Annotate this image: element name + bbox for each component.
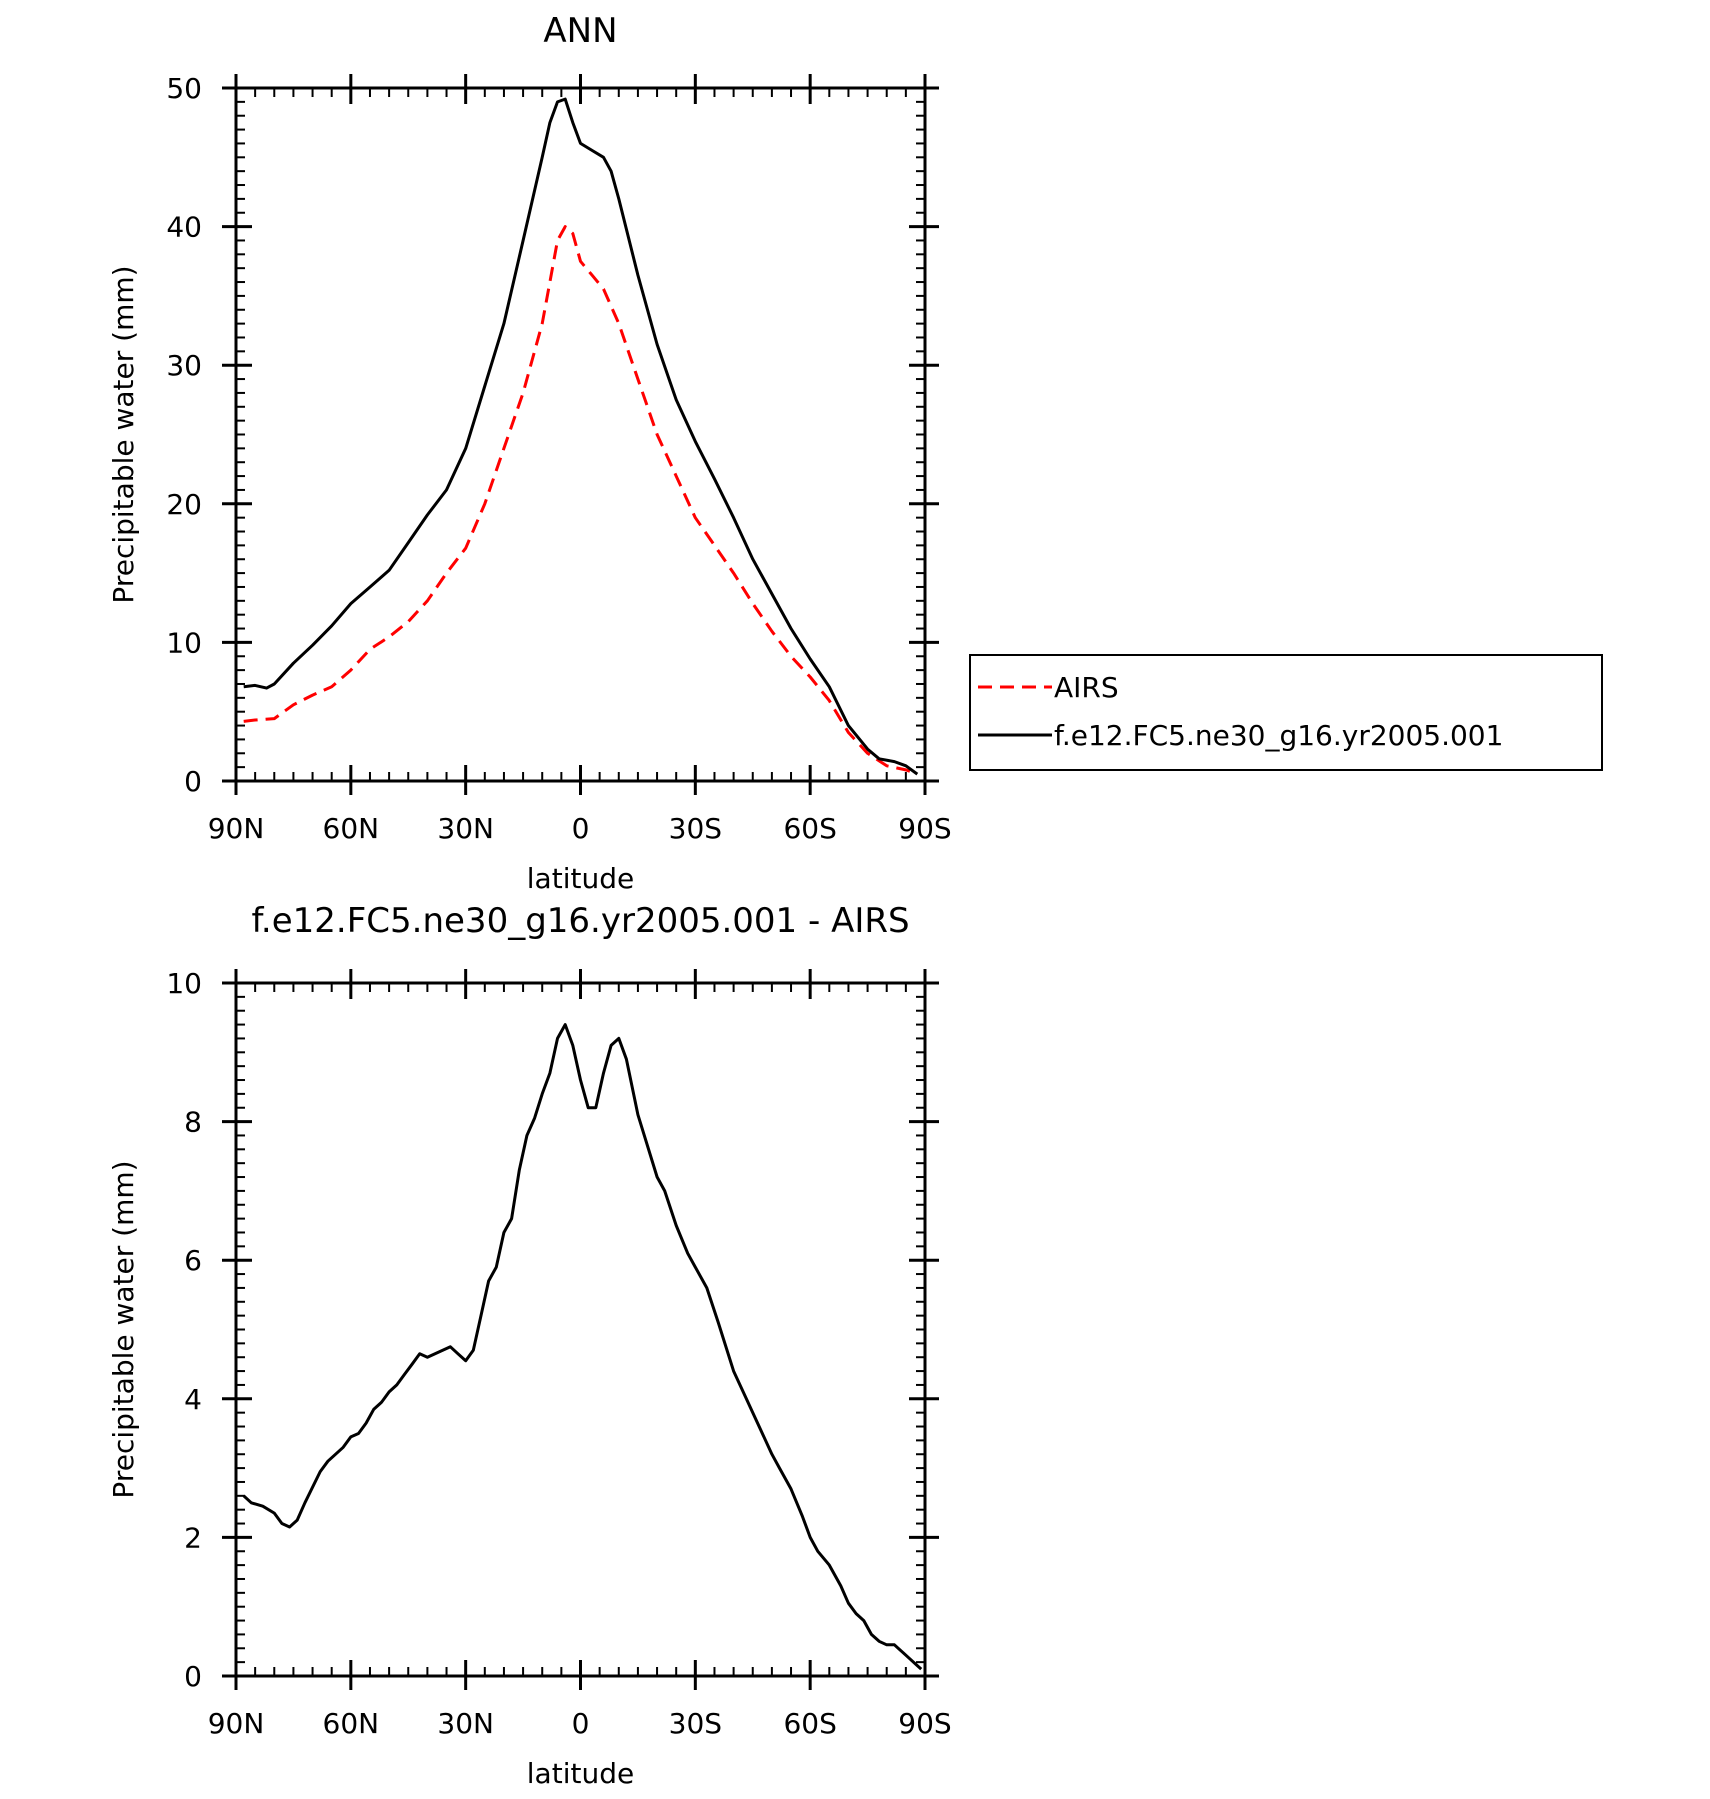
y-tick-label: 50 <box>166 72 202 105</box>
panel-difference: f.e12.FC5.ne30_g16.yr2005.001 - AIRS 90N 6… <box>107 901 952 1790</box>
y-tick-label: 6 <box>184 1244 202 1277</box>
x-tick-label: 60N <box>323 812 380 845</box>
chart-title: ANN <box>543 11 617 51</box>
y-axis-label: Precipitable water (mm) <box>107 265 140 603</box>
y-tick-label: 4 <box>184 1383 202 1416</box>
plot-frame <box>236 983 925 1676</box>
series-line-airs <box>244 227 918 775</box>
x-axis-label: latitude <box>527 862 634 895</box>
y-tick-label: 8 <box>184 1106 202 1139</box>
x-tick-label: 90N <box>208 1707 265 1740</box>
x-tick-label: 90S <box>898 812 951 845</box>
legend-label: AIRS <box>1054 671 1119 704</box>
x-tick-label: 60N <box>323 1707 380 1740</box>
y-axis-label: Precipitable water (mm) <box>107 1160 140 1498</box>
y-tick-label: 0 <box>184 1660 202 1693</box>
x-tick-label: 60S <box>783 1707 836 1740</box>
x-tick-label: 30S <box>669 1707 722 1740</box>
x-tick-label: 30S <box>669 812 722 845</box>
series-line-difference <box>244 1025 922 1670</box>
x-tick-label: 60S <box>783 812 836 845</box>
x-tick-label: 90S <box>898 1707 951 1740</box>
series-line-f-e12-fc5-ne30-g16-yr2005-001 <box>244 99 918 774</box>
x-tick-label: 0 <box>572 1707 590 1740</box>
y-tick-label: 40 <box>166 211 202 244</box>
x-tick-label: 0 <box>572 812 590 845</box>
x-axis-label: latitude <box>527 1757 634 1790</box>
legend-label: f.e12.FC5.ne30_g16.yr2005.001 <box>1054 719 1503 752</box>
y-tick-label: 10 <box>166 967 202 1000</box>
x-tick-label: 30N <box>437 1707 494 1740</box>
y-tick-label: 0 <box>184 765 202 798</box>
x-tick-label: 30N <box>437 812 494 845</box>
x-tick-label: 90N <box>208 812 265 845</box>
panel-annual-mean: ANN 90N 60N 30N 0 30S 60S 90S 0 10 20 30 40 50 latitud… <box>107 11 1602 895</box>
chart-title: f.e12.FC5.ne30_g16.yr2005.001 - AIRS <box>251 901 909 941</box>
y-tick-label: 20 <box>166 488 202 521</box>
y-tick-label: 30 <box>166 349 202 382</box>
y-tick-label: 10 <box>166 626 202 659</box>
y-tick-label: 2 <box>184 1521 202 1554</box>
